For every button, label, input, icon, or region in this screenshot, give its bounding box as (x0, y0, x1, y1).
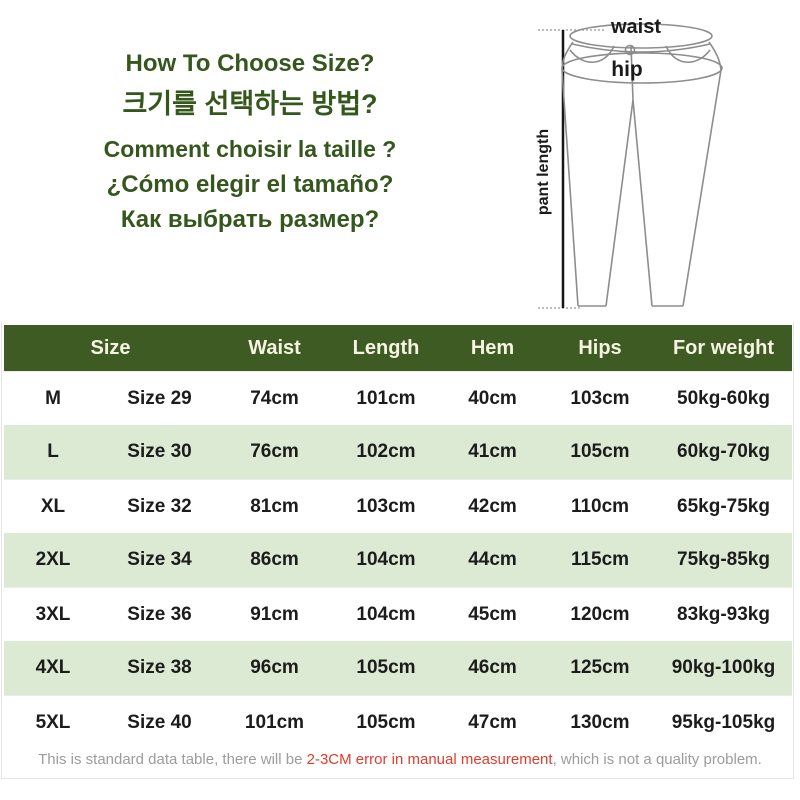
cell-size-num: Size 32 (127, 496, 192, 517)
measurement-disclaimer: This is standard data table, there will … (0, 751, 800, 768)
cell-weight: 65kg-75kg (677, 496, 770, 517)
cell-hips: 120cm (570, 604, 630, 625)
cell-hem: 40cm (468, 388, 517, 409)
heading-korean: 크기를 선택하는 방법? (122, 89, 378, 119)
cell-size-num: Size 29 (127, 388, 192, 409)
pant-length-label: pant length (535, 129, 552, 215)
cell-hem: 41cm (468, 441, 517, 462)
cell-weight: 75kg-85kg (677, 549, 770, 570)
cell-length: 104cm (356, 604, 416, 625)
cell-hips: 125cm (570, 657, 630, 678)
heading-french: Comment choisir la taille ? (103, 136, 397, 162)
cell-waist: 81cm (250, 496, 299, 517)
cell-weight: 83kg-93kg (677, 604, 770, 625)
header-length: Length (352, 337, 420, 359)
cell-weight: 50kg-60kg (677, 388, 770, 409)
waist-label: waist (610, 16, 661, 38)
cell-size: XL (40, 496, 66, 517)
cell-weight: 95kg-105kg (671, 712, 776, 733)
pants-outline (561, 23, 723, 307)
heading-russian: Как выбрать размер? (120, 206, 380, 233)
cell-length: 105cm (356, 712, 416, 733)
cell-hips: 130cm (570, 712, 630, 733)
table-row-2xl: 2XL Size 34 86cm 104cm 44cm 115cm 75kg-8… (4, 533, 792, 587)
cell-size: 5XL (35, 712, 71, 733)
table-row-5xl: 5XL Size 40 101cm 105cm 47cm 130cm 95kg-… (4, 695, 792, 749)
table-row-xl: XL Size 32 81cm 103cm 42cm 110cm 65kg-75… (4, 479, 792, 533)
cell-weight: 60kg-70kg (677, 441, 770, 462)
cell-hem: 47cm (468, 712, 517, 733)
cell-waist: 86cm (250, 549, 299, 570)
cell-size-num: Size 38 (127, 657, 192, 678)
cell-hem: 46cm (468, 657, 517, 678)
cell-hips: 115cm (570, 549, 630, 570)
cell-length: 103cm (356, 496, 416, 517)
size-table-header-row: Size Waist Length Hem Hips For weight (4, 325, 792, 371)
table-row-4xl: 4XL Size 38 96cm 105cm 46cm 125cm 90kg-1… (4, 641, 792, 695)
cell-hem: 42cm (468, 496, 517, 517)
cell-length: 104cm (356, 549, 416, 570)
cell-size-num: Size 30 (127, 441, 192, 462)
disclaimer-suffix: , which is not a quality problem. (552, 751, 762, 768)
size-guide-headings: How To Choose Size? 크기를 선택하는 방법? Comment… (0, 48, 500, 236)
disclaimer-prefix: This is standard data table, there will … (38, 751, 307, 768)
cell-waist: 74cm (250, 388, 299, 409)
cell-waist: 91cm (250, 604, 299, 625)
cell-waist: 96cm (250, 657, 299, 678)
cell-size-num: Size 36 (127, 604, 192, 625)
cell-hips: 103cm (570, 388, 630, 409)
pants-measurement-diagram: waist hip pant length (535, 16, 723, 309)
table-row-m: M Size 29 74cm 101cm 40cm 103cm 50kg-60k… (4, 371, 792, 425)
header-hips: Hips (578, 337, 622, 359)
cell-hips: 110cm (570, 496, 630, 517)
cell-waist: 101cm (244, 712, 305, 733)
heading-spanish: ¿Cómo elegir el tamaño? (106, 171, 394, 198)
waist-button-icon (624, 44, 636, 56)
header-hem: Hem (470, 337, 515, 359)
cell-size-num: Size 40 (127, 712, 192, 733)
cell-weight: 90kg-100kg (671, 657, 776, 678)
header-for-weight: For weight (672, 337, 775, 359)
header-size: Size (90, 337, 131, 359)
cell-length: 101cm (356, 388, 416, 409)
cell-hem: 44cm (468, 549, 517, 570)
cell-size: M (45, 388, 61, 409)
heading-english: How To Choose Size? (125, 50, 375, 77)
hip-label: hip (611, 58, 643, 81)
cell-size-num: Size 34 (127, 549, 192, 570)
disclaimer-error-highlight: 2-3CM error in manual measurement (306, 751, 553, 768)
cell-length: 105cm (356, 657, 416, 678)
cell-hips: 105cm (570, 441, 630, 462)
cell-size: L (47, 441, 59, 462)
cell-hem: 45cm (468, 604, 517, 625)
size-table: Size Waist Length Hem Hips For weight M … (4, 325, 792, 749)
cell-size: 3XL (35, 604, 71, 625)
cell-size: 2XL (35, 549, 71, 570)
cell-length: 102cm (356, 441, 416, 462)
cell-size: 4XL (35, 657, 71, 678)
table-row-l: L Size 30 76cm 102cm 41cm 105cm 60kg-70k… (4, 425, 792, 479)
header-waist: Waist (248, 337, 301, 359)
cell-waist: 76cm (250, 441, 299, 462)
table-row-3xl: 3XL Size 36 91cm 104cm 45cm 120cm 83kg-9… (4, 587, 792, 641)
